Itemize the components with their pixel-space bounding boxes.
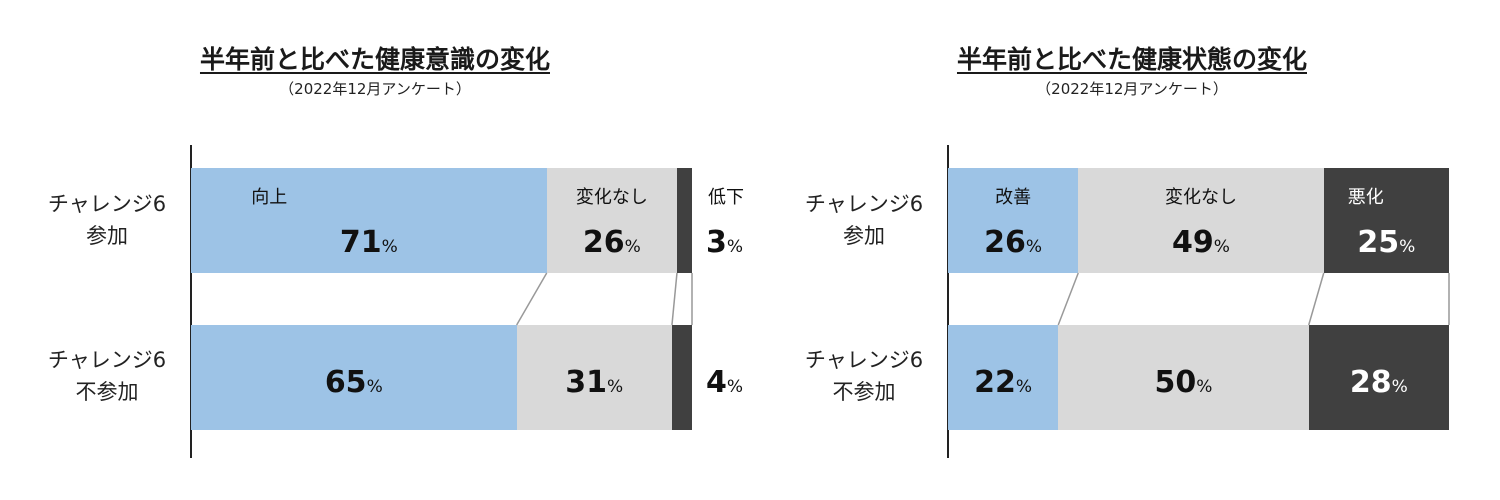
- row-label-line: 参加: [86, 224, 128, 248]
- data-label-number: 65: [324, 365, 367, 400]
- row-label-line: 参加: [843, 224, 885, 248]
- data-label: 65%: [325, 365, 383, 400]
- row-label-non-participants: チャレンジ6 不参加: [789, 344, 939, 408]
- bar-segment: [676, 168, 692, 273]
- row-label-line: 不参加: [832, 380, 896, 404]
- data-label-number: 26: [582, 225, 625, 260]
- data-label: 71%: [340, 225, 398, 260]
- row-label-line: チャレンジ6: [47, 348, 167, 372]
- bar-segment: [1308, 325, 1449, 430]
- data-label: 49%: [1172, 225, 1230, 260]
- chart-subtitle: （2022年12月アンケート）: [279, 80, 471, 98]
- data-label-unit: %: [726, 377, 744, 397]
- data-label: 31%: [565, 365, 623, 400]
- chart-health-condition: 半年前と比べた健康状態の変化 （2022年12月アンケート） チャレンジ6 参加…: [757, 0, 1500, 500]
- data-label: 3%: [706, 225, 743, 260]
- data-label: 28%: [1350, 365, 1408, 400]
- data-label-number: 25: [1357, 225, 1400, 260]
- connector-lines: [1057, 272, 1450, 326]
- bar-segment: [546, 168, 677, 273]
- data-label-number: 50: [1154, 365, 1197, 400]
- data-label-number: 26: [984, 225, 1026, 260]
- bar-segment: [191, 168, 547, 273]
- data-label-number: 3: [706, 225, 727, 260]
- data-label-unit: %: [624, 237, 641, 257]
- data-label-unit: %: [366, 377, 383, 397]
- data-label-number: 71: [339, 225, 382, 260]
- data-label-unit: %: [1196, 377, 1213, 397]
- row-label-participants: チャレンジ6 参加: [32, 188, 182, 252]
- data-label-unit: %: [1025, 237, 1043, 257]
- data-label: 4%: [706, 365, 743, 400]
- data-label: 26%: [583, 225, 641, 260]
- data-label-unit: %: [1213, 237, 1230, 257]
- series-label: 低下: [708, 187, 744, 208]
- data-label-unit: %: [381, 237, 398, 257]
- series-label: 悪化: [1347, 187, 1384, 208]
- bar-segment: [1323, 168, 1449, 273]
- chart-title: 半年前と比べた健康状態の変化: [956, 45, 1307, 74]
- data-label-unit: %: [1399, 237, 1416, 257]
- data-label-unit: %: [1015, 377, 1033, 397]
- series-label: 改善: [995, 187, 1032, 208]
- y-axis-line: [947, 145, 949, 458]
- data-label-unit: %: [1391, 377, 1408, 397]
- data-label-number: 31: [565, 365, 608, 400]
- bar-segment: [1078, 168, 1324, 273]
- connector-line: [671, 272, 678, 326]
- bar-segment: [671, 325, 692, 430]
- data-label-unit: %: [607, 377, 624, 397]
- connector-line: [1307, 272, 1325, 326]
- data-label-unit: %: [726, 237, 744, 257]
- series-label: 向上: [251, 187, 288, 208]
- series-label: 変化なし: [1165, 187, 1237, 208]
- data-label: 22%: [974, 365, 1032, 400]
- connector-lines: [516, 272, 693, 326]
- y-axis-line: [190, 145, 192, 458]
- data-label-number: 22: [974, 365, 1016, 400]
- row-label-line: 不参加: [75, 380, 139, 404]
- bar-segment: [191, 325, 517, 430]
- row-label-line: チャレンジ6: [804, 348, 924, 372]
- chart-health-awareness: 半年前と比べた健康意識の変化 （2022年12月アンケート） チャレンジ6 参加…: [32, 45, 744, 458]
- bar-segment: [516, 325, 672, 430]
- connector-line: [1057, 272, 1079, 326]
- row-label-non-participants: チャレンジ6 不参加: [32, 344, 182, 408]
- bar-segment: [948, 325, 1059, 430]
- data-label: 26%: [984, 225, 1042, 260]
- bar-segment: [1058, 325, 1309, 430]
- data-label: 50%: [1154, 365, 1212, 400]
- chart-subtitle: （2022年12月アンケート）: [1036, 80, 1228, 98]
- data-label: 25%: [1357, 225, 1415, 260]
- row-label-participants: チャレンジ6 参加: [789, 188, 939, 252]
- data-label-number: 4: [706, 365, 727, 400]
- series-label: 変化なし: [575, 187, 648, 208]
- row-label-line: チャレンジ6: [804, 192, 924, 216]
- data-label-number: 49: [1172, 225, 1214, 260]
- data-label-number: 28: [1349, 365, 1392, 400]
- bar-segment: [948, 168, 1079, 273]
- chart-title: 半年前と比べた健康意識の変化: [199, 45, 550, 74]
- row-label-line: チャレンジ6: [47, 192, 167, 216]
- connector-line: [516, 272, 548, 326]
